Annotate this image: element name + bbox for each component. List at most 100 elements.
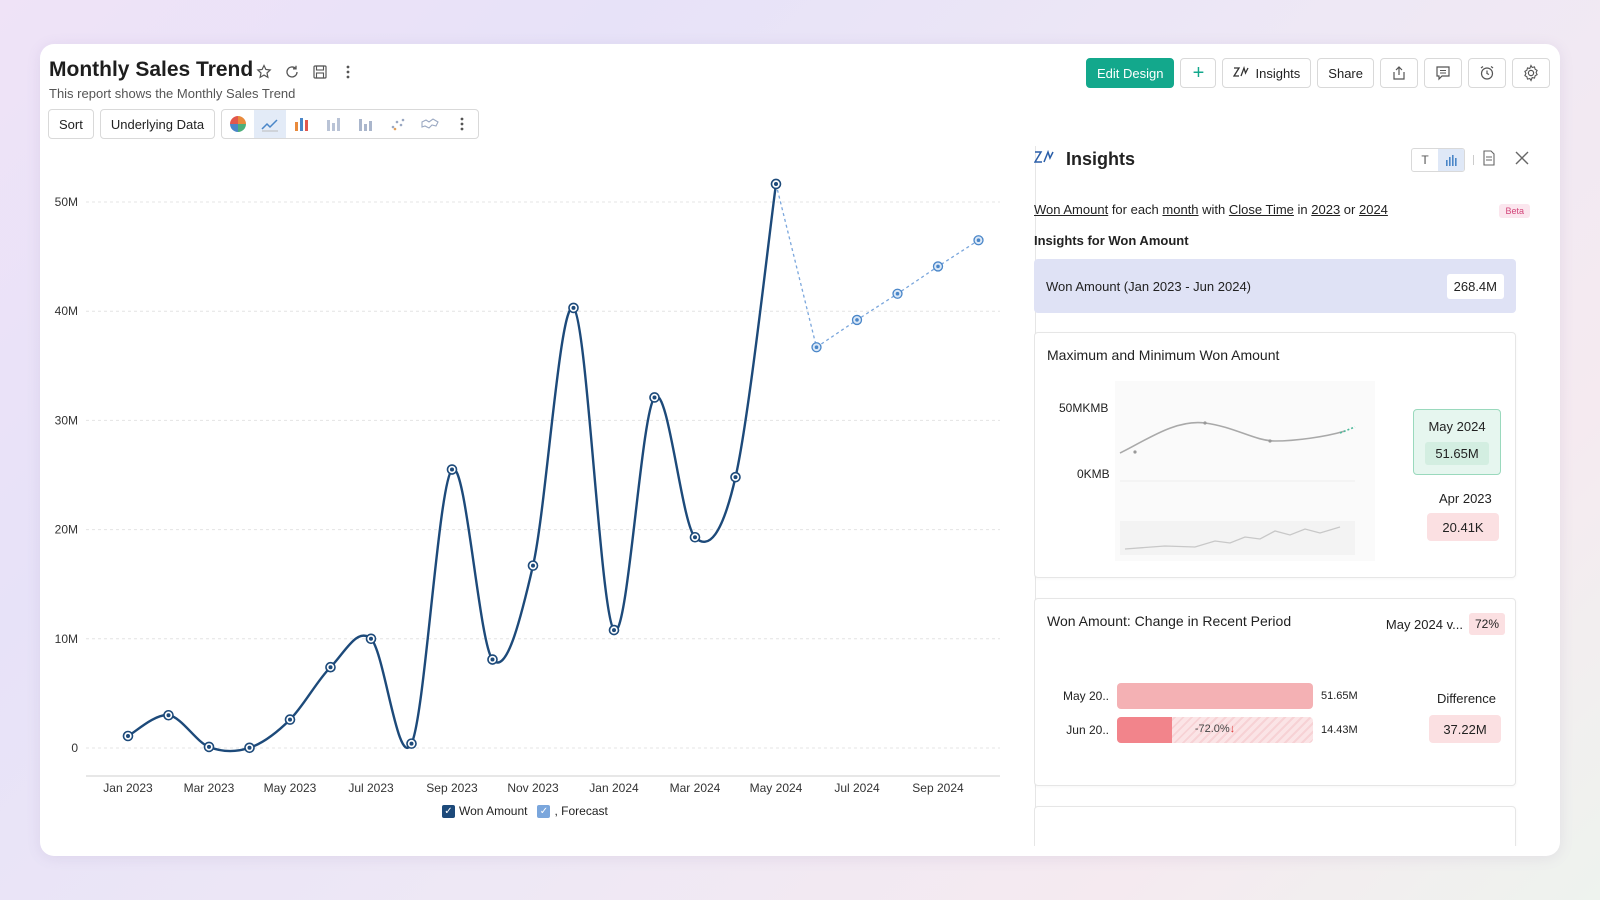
more-chart-types-icon[interactable] xyxy=(446,110,478,138)
page-title: Monthly Sales Trend xyxy=(49,58,254,81)
more-vertical-icon[interactable] xyxy=(338,62,358,82)
bar-track-jun: -72.0%↓ xyxy=(1117,717,1313,743)
won-amount-point-core xyxy=(247,745,252,750)
legend-item-won[interactable]: ✓ Won Amount xyxy=(442,804,527,818)
beta-badge: Beta xyxy=(1499,204,1530,218)
won-amount-point-core xyxy=(166,713,171,718)
x-tick-label: May 2024 xyxy=(750,781,803,795)
change-card[interactable]: Won Amount: Change in Recent Period May … xyxy=(1034,598,1516,786)
bar-value-may: 51.65M xyxy=(1321,690,1358,702)
checkbox-icon[interactable]: ✓ xyxy=(442,804,455,818)
mini-chart-y-top: 50MKMB xyxy=(1059,401,1109,415)
x-tick-label: Mar 2024 xyxy=(670,781,721,795)
change-period-label[interactable]: May 2024 v... xyxy=(1385,616,1463,632)
comments-button[interactable] xyxy=(1424,58,1462,88)
summary-value: 268.4M xyxy=(1446,273,1504,299)
insights-button-label: Insights xyxy=(1255,65,1301,81)
checkbox-icon[interactable]: ✓ xyxy=(537,804,551,818)
bar-track-may xyxy=(1117,683,1313,709)
query-year-2024[interactable]: 2024 xyxy=(1358,202,1388,217)
min-value[interactable]: 20.41K xyxy=(1427,513,1499,541)
share-button[interactable]: Share xyxy=(1317,58,1374,88)
x-tick-label: Jul 2024 xyxy=(834,781,880,795)
max-min-card[interactable]: Maximum and Minimum Won Amount 50MKMB 0K… xyxy=(1034,332,1516,578)
history-button[interactable] xyxy=(1468,58,1506,88)
forecast-line xyxy=(775,183,979,349)
next-insight-card[interactable] xyxy=(1034,806,1516,846)
summary-label: Won Amount (Jan 2023 - Jun 2024) xyxy=(1046,278,1251,294)
won-amount-point-core xyxy=(409,741,414,746)
min-month: Apr 2023 xyxy=(1439,491,1492,506)
y-tick-label: 30M xyxy=(55,413,78,427)
alarm-icon xyxy=(1480,66,1494,80)
arrow-down-icon: ↓ xyxy=(1229,723,1236,735)
query-year-2023[interactable]: 2023 xyxy=(1311,202,1341,217)
insights-button[interactable]: Insights xyxy=(1222,58,1312,88)
mini-trend-chart xyxy=(1115,381,1375,561)
forecast-point-core xyxy=(976,238,981,243)
document-icon[interactable] xyxy=(1482,149,1496,171)
won-amount-point-core xyxy=(490,657,495,662)
forecast-point-core xyxy=(895,291,900,296)
underlying-data-button[interactable]: Underlying Data xyxy=(99,109,216,139)
x-tick-label: Sep 2024 xyxy=(912,781,964,795)
refresh-icon[interactable] xyxy=(282,62,302,82)
y-tick-label: 40M xyxy=(55,304,78,318)
legend-label-forecast: , Forecast xyxy=(554,804,608,818)
bar-label-may: May 20.. xyxy=(1062,689,1109,703)
insights-tools: T xyxy=(1411,148,1530,172)
mini-trend-line xyxy=(1119,421,1346,454)
map-chart-icon[interactable] xyxy=(414,110,446,138)
insights-icon xyxy=(1233,65,1251,82)
change-period: May 2024 v... 72% xyxy=(1386,613,1505,635)
sales-line-chart: 50M 40M 30M 20M 10M 0 Jan 2023 Mar 2023 May 2023… xyxy=(55,178,1000,795)
pie-chart-icon[interactable] xyxy=(222,110,254,138)
grouped-bar-icon[interactable] xyxy=(350,110,382,138)
summary-card[interactable]: Won Amount (Jan 2023 - Jun 2024) 268.4M xyxy=(1034,259,1516,313)
chart-legend: ✓ Won Amount ✓ , Forecast xyxy=(442,804,608,818)
won-amount-point-core xyxy=(652,395,657,400)
query-measure[interactable]: Won Amount xyxy=(1034,202,1109,217)
bar-chart-icon[interactable] xyxy=(286,110,318,138)
bar-fill-may xyxy=(1117,683,1313,709)
sort-button[interactable]: Sort xyxy=(48,109,94,139)
change-percent: 72% xyxy=(1468,613,1505,635)
export-button[interactable] xyxy=(1380,58,1418,88)
query-filter-field[interactable]: Close Time xyxy=(1228,202,1294,217)
x-tick-label: Jul 2023 xyxy=(348,781,394,795)
save-icon[interactable] xyxy=(310,62,330,82)
bar-value-jun: 14.43M xyxy=(1321,724,1358,736)
report-window: Monthly Sales Trend This report shows th… xyxy=(40,44,1560,856)
change-bar-row: May 20.. 51.65M xyxy=(1049,683,1358,709)
max-pill[interactable]: May 2024 51.65M xyxy=(1413,409,1501,475)
max-month: May 2024 xyxy=(1428,419,1486,434)
insights-icon xyxy=(1034,148,1058,171)
add-button[interactable]: + xyxy=(1180,58,1217,88)
won-amount-point-core xyxy=(612,628,616,633)
settings-button[interactable] xyxy=(1512,58,1550,88)
line-chart-icon[interactable] xyxy=(254,110,287,138)
bar-label-jun: Jun 20.. xyxy=(1066,723,1109,737)
edit-design-button[interactable]: Edit Design xyxy=(1086,58,1175,88)
gear-icon xyxy=(1524,64,1538,82)
y-tick-label: 20M xyxy=(55,523,78,537)
change-bar-row: Jun 20.. -72.0%↓ 14.43M xyxy=(1049,717,1358,743)
won-amount-point-core xyxy=(126,733,130,738)
insights-query: Won Amount for each month with Close Tim… xyxy=(1034,202,1388,217)
scatter-chart-icon[interactable] xyxy=(382,110,414,138)
query-dimension[interactable]: month xyxy=(1162,202,1199,217)
insights-panel: Insights T Won Amount for each month wit… xyxy=(1034,136,1530,846)
text-view-icon[interactable]: T xyxy=(1421,153,1429,167)
difference-label: Difference xyxy=(1437,691,1497,706)
mini-forecast-line xyxy=(1339,426,1356,434)
stacked-bar-icon[interactable] xyxy=(318,110,350,138)
won-amount-point-core xyxy=(288,717,292,722)
close-icon[interactable] xyxy=(1514,150,1530,171)
x-tick-label: Jan 2024 xyxy=(589,781,639,795)
chart-view-icon[interactable] xyxy=(1438,149,1464,171)
legend-label-won: Won Amount xyxy=(459,804,528,818)
x-tick-label: Sep 2023 xyxy=(426,781,478,795)
chart-type-selector xyxy=(221,109,480,139)
star-icon[interactable] xyxy=(254,62,274,82)
legend-item-forecast[interactable]: ✓ , Forecast xyxy=(537,804,608,818)
